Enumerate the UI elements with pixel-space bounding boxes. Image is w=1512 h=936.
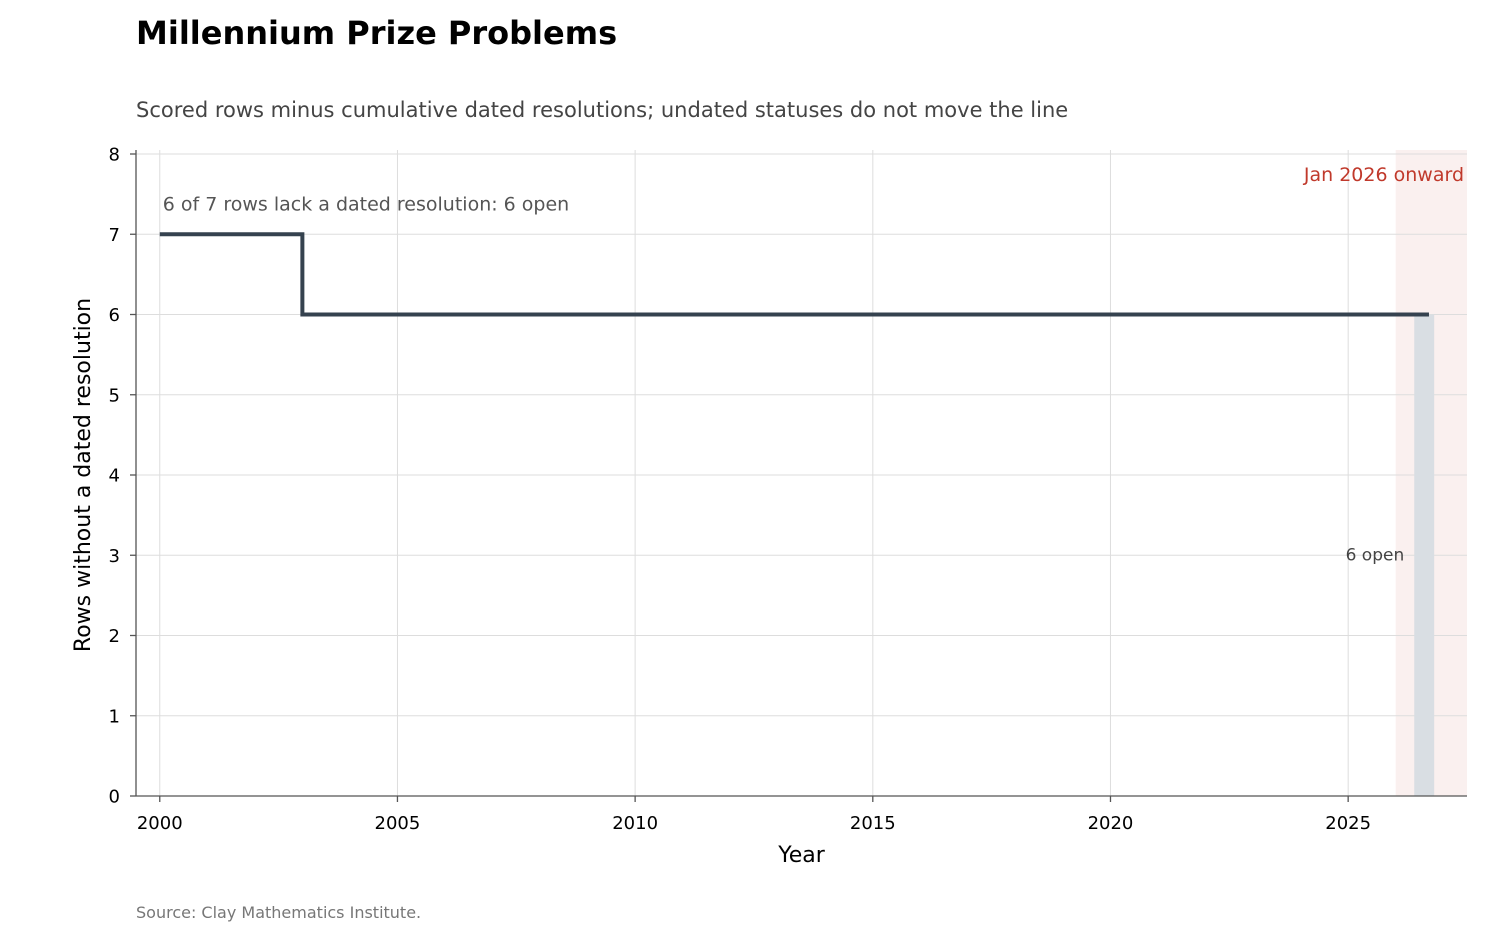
y-axis-label: Rows without a dated resolution xyxy=(71,298,96,652)
x-tick-label: 2020 xyxy=(1088,813,1134,834)
x-axis-label: Year xyxy=(777,843,826,868)
series-line xyxy=(159,232,1429,317)
annotation-text: 6 of 7 rows lack a dated resolution: 6 o… xyxy=(163,193,569,215)
y-tick-label: 2 xyxy=(109,626,120,647)
y-tick-label: 0 xyxy=(109,787,120,808)
bar-label: 6 open xyxy=(1346,545,1405,565)
source-note: Source: Clay Mathematics Institute. xyxy=(136,903,422,922)
y-tick-label: 8 xyxy=(109,145,120,166)
chart-title: Millennium Prize Problems xyxy=(136,14,618,52)
open-bar xyxy=(1414,314,1435,796)
y-tick-label: 7 xyxy=(109,225,120,246)
y-tick-label: 6 xyxy=(109,305,120,326)
y-tick-label: 5 xyxy=(109,385,120,406)
x-tick-label: 2025 xyxy=(1325,813,1371,834)
chart-subtitle: Scored rows minus cumulative dated resol… xyxy=(136,98,1069,122)
x-tick-label: 2005 xyxy=(375,813,421,834)
y-tick-label: 4 xyxy=(109,466,120,487)
x-tick-label: 2015 xyxy=(850,813,896,834)
y-tick-label: 3 xyxy=(109,546,120,567)
x-tick-label: 2000 xyxy=(137,813,183,834)
x-tick-label: 2010 xyxy=(612,813,658,834)
y-tick-label: 1 xyxy=(109,706,120,727)
region-label: Jan 2026 onward xyxy=(1303,164,1464,186)
